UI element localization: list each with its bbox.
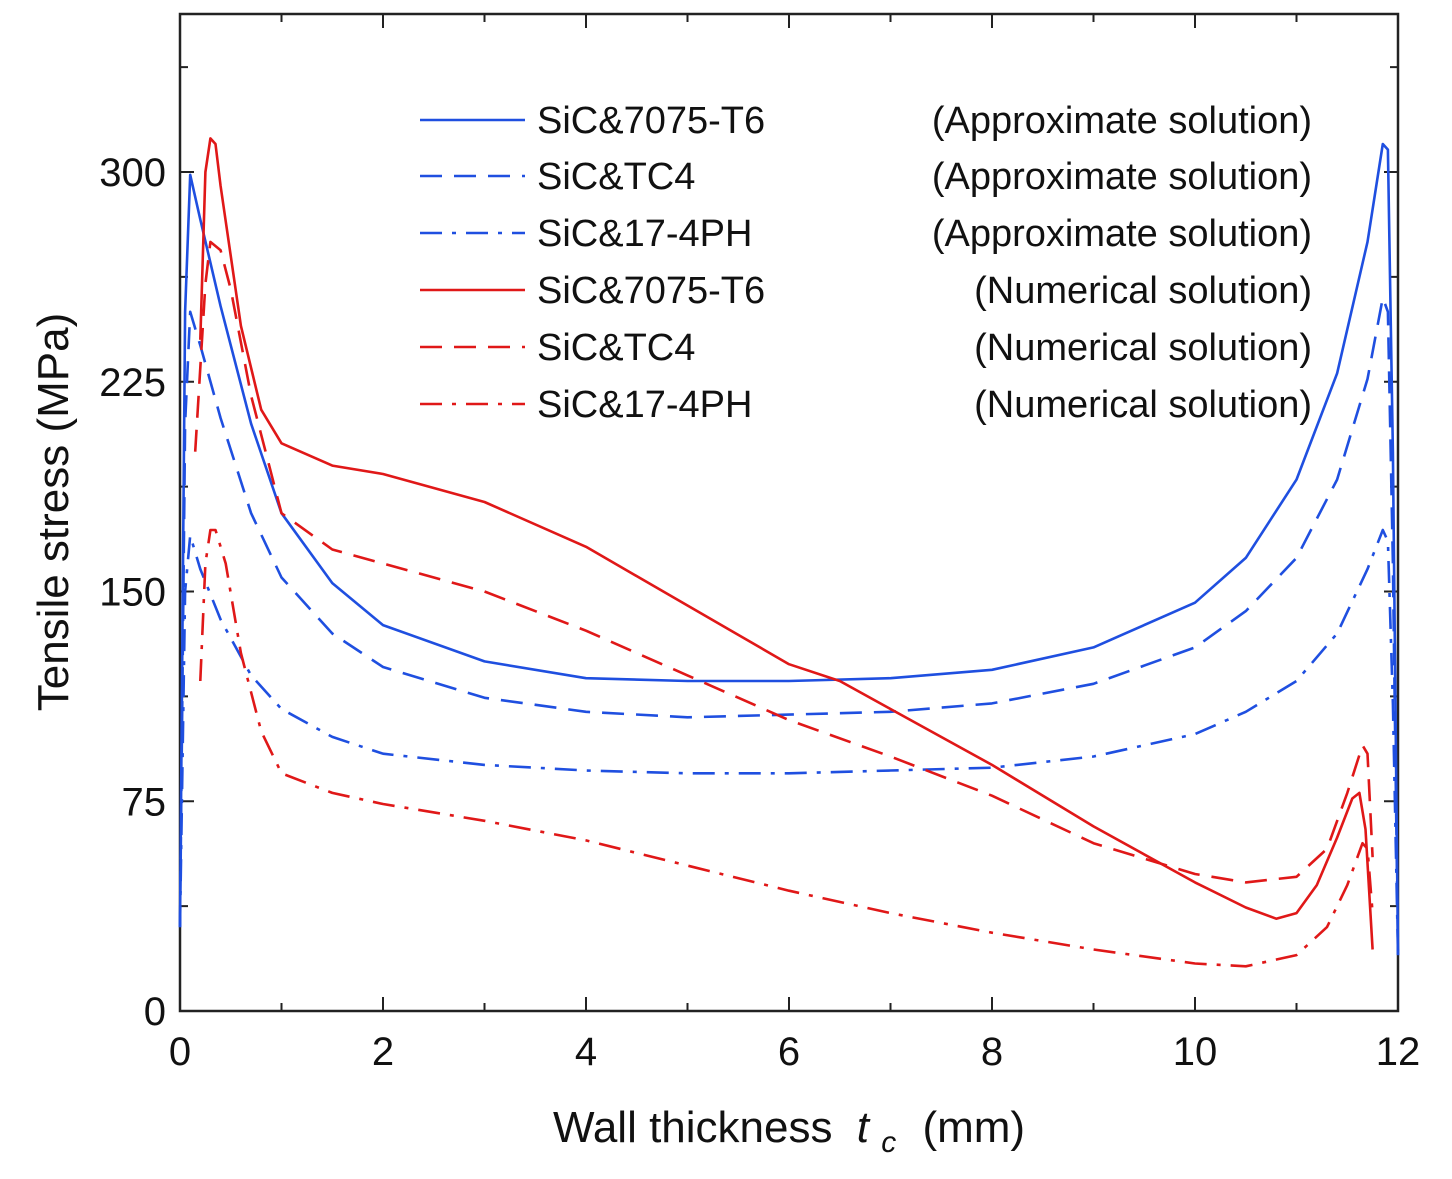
y-tick-label: 150 [99,571,166,615]
y-axis-title: Tensile stress (MPa) [29,313,78,712]
legend-series-name: SiC&7075-T6 [537,270,765,312]
series-group [178,137,1400,968]
legend-solution-type: (Approximate solution) [932,100,1312,142]
series-line-1 [178,142,1400,956]
x-tick-label: 0 [169,1030,191,1074]
x-axis-title-sub: c [881,1126,896,1159]
y-tick-label: 75 [122,780,167,824]
legend-series-name: SiC&TC4 [537,156,695,198]
x-tick-label: 4 [575,1030,597,1074]
series-line-2 [178,296,1400,956]
x-tick-label: 2 [372,1030,394,1074]
x-axis-title-text: Wall thickness [553,1103,833,1152]
series-line-5 [193,240,1374,884]
legend-series-name: SiC&TC4 [537,327,695,369]
legend-solution-type: (Numerical solution) [974,270,1312,312]
x-tick-label: 8 [981,1030,1003,1074]
y-tick-label: 225 [99,361,166,405]
x-axis-title: Wall thickness t c (mm) [553,1103,1025,1162]
legend-solution-type: (Numerical solution) [974,327,1312,369]
legend-solution-type: (Numerical solution) [974,384,1312,426]
x-axis-title-var: t [857,1103,871,1152]
x-axis-title-unit: (mm) [922,1103,1025,1152]
series-line-4 [199,137,1374,950]
x-tick-label: 12 [1376,1030,1421,1074]
legend-series-name: SiC&7075-T6 [537,100,765,142]
series-line-6 [199,528,1374,968]
series-line-3 [178,528,1400,956]
legend-series-name: SiC&17-4PH [537,213,752,255]
legend: SiC&7075-T6 (Approximate solution) SiC&TC4… [420,100,1312,426]
x-tick-label: 10 [1173,1030,1218,1074]
x-tick-label: 6 [778,1030,800,1074]
legend-solution-type: (Approximate solution) [932,156,1312,198]
y-tick-label: 0 [144,990,166,1034]
legend-series-name: SiC&17-4PH [537,384,752,426]
y-tick-label: 300 [99,151,166,195]
axis-ticks: 0 2 4 6 8 10 12 0 75 150 225 300 [99,14,1420,1074]
legend-solution-type: (Approximate solution) [932,213,1312,255]
